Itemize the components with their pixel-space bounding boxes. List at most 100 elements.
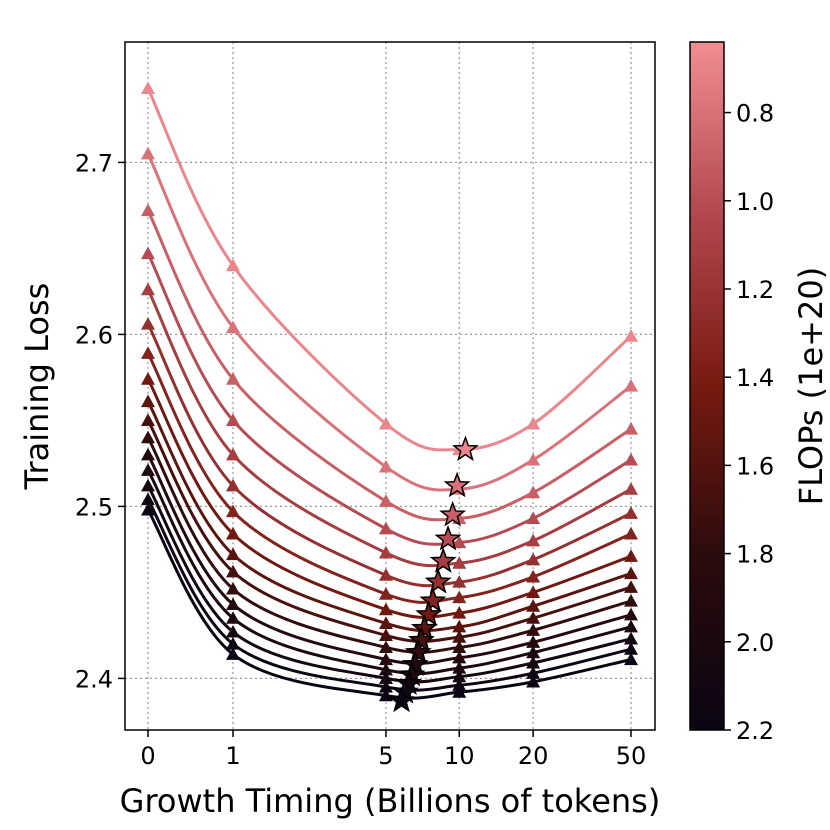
data-point-triangle — [141, 502, 155, 516]
data-point-triangle — [526, 611, 541, 624]
data-point-triangle — [378, 568, 393, 581]
data-point-triangle — [624, 580, 638, 593]
data-point-triangle — [452, 556, 467, 569]
data-point-triangle — [452, 590, 467, 604]
optimum-star — [419, 586, 447, 613]
data-point-triangle — [378, 494, 393, 507]
colorbar-tick-label: 2.2 — [736, 717, 774, 745]
data-point-triangle — [624, 506, 638, 519]
data-point-triangle — [141, 346, 155, 359]
data-point-triangle — [378, 652, 393, 666]
data-point-triangle — [526, 533, 541, 547]
data-point-triangle — [226, 504, 240, 518]
colorbar — [690, 42, 724, 730]
data-point-triangle — [141, 317, 155, 330]
data-point-triangle — [226, 447, 240, 461]
x-tick-label: 0 — [140, 742, 155, 770]
data-point-triangle — [452, 630, 467, 643]
data-point-triangle — [624, 422, 638, 435]
data-point-triangle — [226, 478, 240, 492]
y-tick-label: 2.7 — [75, 149, 113, 177]
optimum-star — [407, 626, 435, 653]
data-point-triangle — [452, 685, 467, 698]
data-point-triangle — [526, 511, 541, 525]
colorbar-tick-label: 1.6 — [736, 452, 774, 480]
x-axis-ticks: 0 1 5 10 20 50 — [140, 730, 646, 770]
series-line — [146, 87, 633, 452]
data-point-triangle — [378, 640, 393, 654]
series-line — [146, 436, 632, 654]
colorbar-tick-label: 1.8 — [736, 541, 774, 569]
data-point-triangle — [452, 619, 467, 633]
data-point-triangle — [226, 597, 240, 611]
optimum-star — [424, 567, 452, 594]
data-point-triangle — [452, 535, 467, 549]
data-point-triangle — [526, 452, 541, 466]
data-point-triangle — [624, 642, 638, 655]
data-point-triangle — [141, 478, 155, 492]
series-line — [146, 419, 632, 644]
series-line — [146, 378, 632, 619]
series-line — [146, 153, 632, 492]
series-markers — [141, 81, 638, 702]
optimum-stars — [388, 435, 479, 713]
data-point-triangle — [526, 635, 541, 648]
optimum-star — [443, 471, 471, 498]
colorbar-frame — [689, 41, 725, 731]
data-point-triangle — [141, 81, 155, 95]
data-point-triangle — [452, 575, 467, 588]
data-point-triangle — [141, 447, 155, 461]
x-tick-label: 20 — [518, 742, 549, 770]
series-line — [146, 209, 632, 522]
data-point-triangle — [526, 569, 541, 583]
data-point-triangle — [624, 549, 638, 562]
data-point-triangle — [526, 599, 541, 612]
optimum-star — [439, 500, 467, 527]
data-point-triangle — [141, 146, 155, 160]
data-point-triangle — [141, 492, 155, 506]
data-point-triangle — [378, 521, 393, 535]
data-point-triangle — [226, 581, 240, 595]
y-tick-label: 2.5 — [75, 493, 113, 521]
data-point-triangle — [624, 566, 638, 580]
data-point-triangle — [226, 564, 240, 578]
data-point-triangle — [526, 552, 541, 566]
colorbar-tick-label: 2.0 — [736, 629, 774, 657]
colorbar-tick-label: 1.0 — [736, 188, 774, 216]
data-point-triangle — [378, 671, 393, 684]
data-point-triangle — [378, 628, 393, 641]
series-line — [146, 352, 632, 604]
data-point-triangle — [624, 526, 638, 540]
optimum-star — [415, 600, 443, 627]
data-point-triangle — [624, 607, 638, 621]
data-point-triangle — [226, 611, 240, 624]
series-line — [146, 469, 632, 676]
data-point-triangle — [378, 416, 393, 430]
optimum-star — [451, 435, 479, 462]
series-line — [146, 400, 632, 633]
y-axis-ticks: 2.4 2.5 2.6 2.7 — [75, 149, 125, 693]
y-axis-label: Training Loss — [18, 283, 56, 491]
data-point-triangle — [452, 640, 467, 654]
colorbar-tick-label: 0.8 — [736, 100, 774, 128]
x-tick-label: 5 — [378, 742, 393, 770]
data-point-triangle — [624, 631, 638, 645]
x-tick-label: 10 — [444, 742, 475, 770]
data-point-triangle — [141, 246, 155, 260]
data-point-triangle — [226, 637, 240, 650]
data-point-triangle — [378, 616, 393, 629]
y-tick-label: 2.4 — [75, 665, 113, 693]
data-point-triangle — [624, 482, 638, 495]
data-point-triangle — [526, 585, 541, 598]
plot-frame — [124, 41, 656, 731]
data-point-triangle — [226, 624, 240, 638]
data-point-triangle — [226, 372, 240, 385]
series-line — [146, 323, 632, 588]
data-point-triangle — [378, 662, 393, 676]
data-point-triangle — [526, 416, 541, 430]
data-point-triangle — [624, 619, 638, 633]
colorbar-tick-label: 1.4 — [736, 364, 774, 392]
data-point-triangle — [526, 645, 541, 659]
data-point-triangle — [526, 666, 541, 679]
